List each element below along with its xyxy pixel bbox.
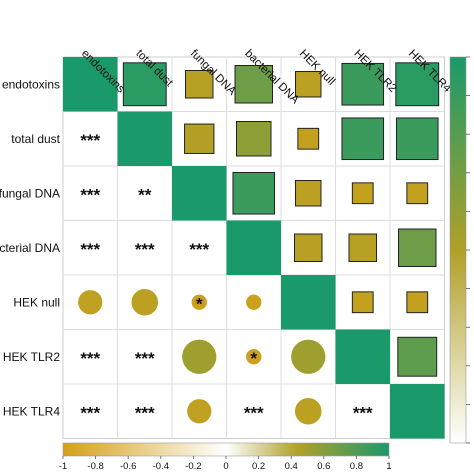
corr-square bbox=[395, 117, 439, 161]
diagonal-cell bbox=[63, 57, 118, 112]
row-label: HEK TLR2 bbox=[3, 350, 60, 364]
colorbar-right-bar bbox=[449, 56, 467, 444]
significance-label: *** bbox=[135, 403, 155, 422]
corr-square bbox=[341, 62, 385, 106]
corr-circle bbox=[78, 290, 103, 315]
significance-label: *** bbox=[244, 403, 264, 422]
corr-square bbox=[293, 233, 323, 263]
corr-square bbox=[234, 65, 273, 104]
diagonal-cell bbox=[281, 275, 336, 330]
colorbar-bottom-bar bbox=[62, 442, 390, 457]
diagonal-cell bbox=[335, 329, 390, 384]
colorbar-tick-label: -1 bbox=[59, 461, 67, 472]
colorbar-tick-label: 0.8 bbox=[350, 461, 363, 472]
corr-square bbox=[184, 69, 214, 99]
row-label: HEK null bbox=[13, 295, 60, 309]
colorbar-tick-label: 0.4 bbox=[285, 461, 298, 472]
significance-label: * bbox=[196, 294, 203, 313]
row-label: HEK TLR4 bbox=[3, 404, 60, 418]
significance-layer: ****** ***** *** ******* *** **** *** *** *** bbox=[80, 131, 373, 423]
diagonal-cell bbox=[172, 166, 227, 221]
significance-label: ** bbox=[138, 185, 152, 204]
corr-square bbox=[297, 127, 320, 150]
corr-circle bbox=[191, 294, 207, 310]
significance-label: *** bbox=[80, 240, 100, 259]
diagonal-cell bbox=[117, 111, 172, 166]
corr-circle bbox=[187, 399, 212, 424]
significance-label: *** bbox=[135, 240, 155, 259]
significance-label: *** bbox=[80, 131, 100, 150]
corr-circle bbox=[246, 294, 262, 310]
row-label: fungal DNA bbox=[0, 186, 60, 200]
corr-square bbox=[236, 121, 272, 157]
row-label: total dust bbox=[11, 132, 60, 146]
colorbar-tick-label: 1 bbox=[386, 461, 391, 472]
corr-square bbox=[397, 336, 438, 377]
corr-circle bbox=[291, 339, 326, 374]
significance-label: *** bbox=[189, 240, 209, 259]
diagonal-cell bbox=[390, 384, 445, 439]
grid-border bbox=[62, 56, 445, 439]
marks-layer bbox=[63, 57, 445, 439]
corr-square bbox=[295, 180, 322, 207]
colorbar-tick-label: 0 bbox=[223, 461, 228, 472]
corr-square bbox=[232, 171, 276, 215]
corr-square bbox=[406, 182, 429, 205]
significance-label: *** bbox=[80, 349, 100, 368]
corr-circle bbox=[294, 397, 322, 425]
corr-square bbox=[351, 291, 374, 314]
row-labels: endotoxins total dust fungal DNA bacterial … bbox=[0, 77, 61, 418]
corr-square bbox=[122, 62, 167, 107]
colorbar-tick-label: -0.8 bbox=[87, 461, 103, 472]
corr-square bbox=[348, 233, 378, 263]
corr-circle bbox=[246, 349, 262, 365]
corr-square bbox=[406, 291, 429, 314]
colorbar-right bbox=[449, 56, 470, 444]
significance-label: *** bbox=[80, 403, 100, 422]
corr-circle bbox=[182, 339, 217, 374]
row-label: endotoxins bbox=[2, 77, 60, 91]
colorbar-bottom: -1 -0.8 -0.6 -0.4 -0.2 0 0.2 0.4 0.6 0.8 1 bbox=[59, 442, 392, 472]
colorbar-tick-label: -0.4 bbox=[153, 461, 169, 472]
significance-label: * bbox=[250, 349, 257, 368]
significance-label: *** bbox=[135, 349, 155, 368]
corr-square bbox=[398, 228, 437, 267]
corr-circle bbox=[131, 288, 159, 316]
corr-square bbox=[295, 71, 322, 98]
diagonal-cell bbox=[226, 220, 281, 275]
row-label: bacterial DNA bbox=[0, 241, 60, 255]
significance-label: *** bbox=[353, 403, 373, 422]
corr-square bbox=[341, 117, 385, 161]
colorbar-tick-label: 0.6 bbox=[317, 461, 330, 472]
corr-square bbox=[351, 182, 374, 205]
significance-label: *** bbox=[80, 185, 100, 204]
colorbar-tick-label: -0.6 bbox=[120, 461, 136, 472]
corr-square bbox=[184, 123, 215, 154]
colorbar-tick-label: -0.2 bbox=[185, 461, 201, 472]
corr-square bbox=[395, 62, 440, 107]
colorbar-tick-label: 0.2 bbox=[252, 461, 265, 472]
